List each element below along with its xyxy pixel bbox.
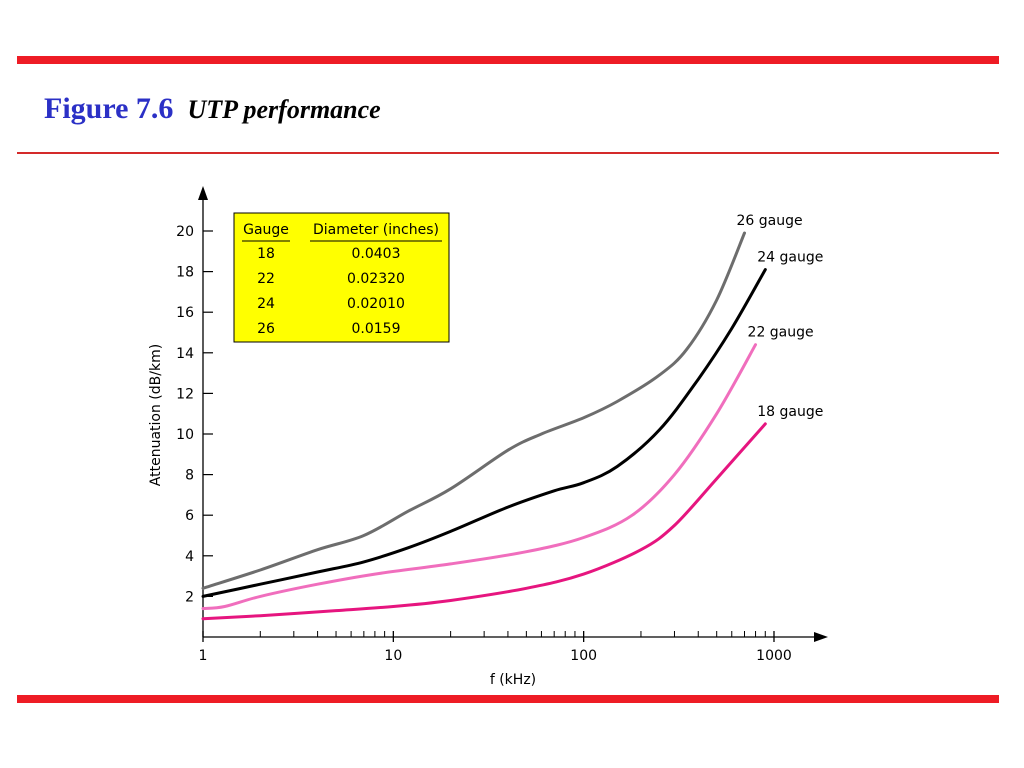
gauge-diameter-table: Gauge Diameter (inches) 18 0.0403 22 0.02320 2…	[233, 212, 450, 343]
figure-label: Figure 7.6	[44, 92, 174, 125]
table-header: Diameter (inches)	[313, 222, 439, 238]
series-line-26-gauge	[201, 231, 746, 590]
table-cell: 24	[257, 296, 275, 312]
y-tick-label-18: 18	[176, 265, 194, 281]
series-line-24-gauge	[201, 268, 767, 598]
table-cell: 0.0403	[352, 246, 401, 262]
table-header: Gauge	[243, 222, 289, 238]
y-axis-arrow	[198, 186, 208, 200]
y-tick-label-4: 4	[185, 549, 194, 565]
y-tick-label-10: 10	[176, 427, 194, 443]
table-cell: 0.0159	[352, 321, 401, 337]
y-tick-label-2: 2	[185, 589, 194, 605]
figure-caption: UTP performance	[187, 95, 381, 124]
series-line-22-gauge	[201, 343, 757, 611]
table-cell: 22	[257, 271, 275, 287]
bottom-red-bar	[17, 695, 999, 703]
series-layer	[201, 231, 767, 621]
y-tick-label-12: 12	[176, 386, 194, 402]
y-tick-label-16: 16	[176, 305, 194, 321]
x-axis-label: f (kHz)	[490, 672, 536, 688]
table-cell: 0.02320	[347, 271, 405, 287]
y-tick-label-8: 8	[185, 468, 194, 484]
top-red-bar	[17, 56, 999, 64]
table-cell: 26	[257, 321, 275, 337]
table-cell: 0.02010	[347, 296, 405, 312]
y-axis-label: Attenuation (dB/km)	[148, 344, 164, 486]
x-tick-label-10: 10	[384, 648, 402, 664]
y-tick-label-14: 14	[176, 346, 194, 362]
title-underline	[17, 152, 999, 154]
x-tick-label-100: 100	[570, 648, 597, 664]
x-tick-label-1: 1	[199, 648, 208, 664]
y-tick-label-20: 20	[176, 224, 194, 240]
x-axis-arrow	[814, 632, 828, 642]
series-label-26-gauge: 26 gauge	[737, 213, 803, 229]
x-tick-label-1000: 1000	[756, 648, 792, 664]
series-line-18-gauge	[201, 422, 767, 621]
table-cell: 18	[257, 246, 275, 262]
series-label-24-gauge: 24 gauge	[757, 250, 823, 266]
series-label-22-gauge: 22 gauge	[748, 325, 814, 341]
table-box	[233, 212, 450, 343]
y-tick-label-6: 6	[185, 508, 194, 524]
slide-title: Figure 7.6 UTP performance	[44, 92, 381, 126]
series-label-18-gauge: 18 gauge	[757, 404, 823, 420]
